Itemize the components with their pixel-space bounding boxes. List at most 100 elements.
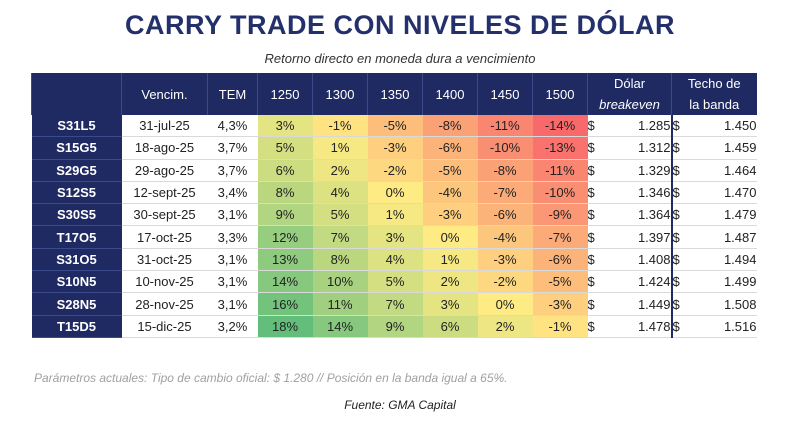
maturity-date: 31-jul-25 xyxy=(121,115,208,138)
table-row: T15D5 15-dic-25 3,2% 18% 14% 9% 6% 2% -1% $1.478 $… xyxy=(31,315,757,338)
return-cell-1300: 1% xyxy=(312,136,368,160)
breakeven-dollar: $1.478 xyxy=(587,315,672,338)
breakeven-dollar-value: 1.408 xyxy=(637,251,671,267)
currency-symbol: $ xyxy=(587,318,595,334)
band-ceiling: $1.470 xyxy=(670,181,757,205)
return-cell-1350: 9% xyxy=(367,315,423,338)
currency-symbol: $ xyxy=(587,229,595,245)
currency-symbol: $ xyxy=(587,207,595,223)
return-cell-1350: 7% xyxy=(367,292,423,316)
band-ceiling-value: 1.450 xyxy=(723,118,757,134)
band-ceiling-value: 1.479 xyxy=(723,207,757,223)
header-level-1250: 1250 xyxy=(257,73,313,115)
band-ceiling-value: 1.464 xyxy=(723,162,757,178)
tem-rate: 3,7% xyxy=(207,159,258,182)
page-subtitle: Retorno directo en moneda dura a vencimi… xyxy=(264,51,536,66)
header-level-1500: 1500 xyxy=(532,73,588,115)
return-cell-1250: 8% xyxy=(257,181,313,205)
return-cell-1450: -3% xyxy=(477,248,533,272)
return-cell-1350: 4% xyxy=(367,248,423,272)
return-cell-1500: -9% xyxy=(532,203,588,227)
return-cell-1250: 16% xyxy=(257,292,313,316)
tem-rate: 3,1% xyxy=(207,248,258,272)
breakeven-dollar: $1.285 xyxy=(587,115,672,138)
return-cell-1300: 14% xyxy=(312,315,368,338)
tem-rate: 3,1% xyxy=(207,270,258,294)
return-cell-1400: 0% xyxy=(422,225,478,249)
bond-ticker: T15D5 xyxy=(31,315,122,338)
breakeven-dollar-value: 1.285 xyxy=(637,118,671,134)
breakeven-dollar-value: 1.329 xyxy=(637,162,671,178)
band-ceiling: $1.464 xyxy=(670,159,757,182)
return-cell-1350: 5% xyxy=(367,270,423,294)
return-cell-1300: 8% xyxy=(312,248,368,272)
table-row: S28N5 28-nov-25 3,1% 16% 11% 7% 3% 0% -3% $1.449 $… xyxy=(31,292,757,316)
table-row: S12S5 12-sept-25 3,4% 8% 4% 0% -4% -7% -10% $1.34… xyxy=(31,181,757,205)
table-row: S31O5 31-oct-25 3,1% 13% 8% 4% 1% -3% -6% $1.408 $… xyxy=(31,248,757,272)
table-row: S30S5 30-sept-25 3,1% 9% 5% 1% -3% -6% -9% $1.364… xyxy=(31,203,757,227)
return-cell-1450: -7% xyxy=(477,181,533,205)
header-tem: TEM xyxy=(207,73,258,115)
currency-symbol: $ xyxy=(672,296,680,312)
tem-rate: 3,3% xyxy=(207,225,258,249)
return-cell-1300: 7% xyxy=(312,225,368,249)
return-cell-1400: 3% xyxy=(422,292,478,316)
return-cell-1250: 5% xyxy=(257,136,313,160)
return-cell-1400: 2% xyxy=(422,270,478,294)
band-ceiling-value: 1.499 xyxy=(723,274,757,290)
return-cell-1250: 3% xyxy=(257,115,313,138)
band-ceiling: $1.459 xyxy=(670,136,757,160)
currency-symbol: $ xyxy=(587,118,595,134)
breakeven-dollar-value: 1.312 xyxy=(637,140,671,156)
currency-symbol: $ xyxy=(587,274,595,290)
return-cell-1400: -4% xyxy=(422,181,478,205)
breakeven-dollar: $1.408 xyxy=(587,248,672,272)
return-cell-1300: 5% xyxy=(312,203,368,227)
currency-symbol: $ xyxy=(672,207,680,223)
return-cell-1450: 0% xyxy=(477,292,533,316)
currency-symbol: $ xyxy=(672,185,680,201)
bond-ticker: S31L5 xyxy=(31,115,122,138)
bond-ticker: S31O5 xyxy=(31,248,122,272)
band-ceiling-value: 1.487 xyxy=(723,229,757,245)
table-row: S29G5 29-ago-25 3,7% 6% 2% -2% -5% -8% -11% $1.32… xyxy=(31,159,757,182)
return-cell-1250: 6% xyxy=(257,159,313,182)
return-cell-1300: 11% xyxy=(312,292,368,316)
return-cell-1500: -5% xyxy=(532,270,588,294)
carry-trade-table: Vencim. TEM 1250 1300 1350 1400 1450 150… xyxy=(31,73,757,338)
return-cell-1500: -11% xyxy=(532,159,588,182)
currency-symbol: $ xyxy=(587,162,595,178)
return-cell-1450: -8% xyxy=(477,159,533,182)
bond-ticker: S15G5 xyxy=(31,136,122,160)
currency-symbol: $ xyxy=(672,162,680,178)
return-cell-1400: 6% xyxy=(422,315,478,338)
bond-ticker: S28N5 xyxy=(31,292,122,316)
return-cell-1400: -6% xyxy=(422,136,478,160)
header-techo-line2: la banda xyxy=(689,97,740,112)
return-cell-1500: -6% xyxy=(532,248,588,272)
table-row: S15G5 18-ago-25 3,7% 5% 1% -3% -6% -10% -13% $1.3… xyxy=(31,136,757,160)
table-row: S10N5 10-nov-25 3,1% 14% 10% 5% 2% -2% -5% $1.424… xyxy=(31,270,757,294)
header-bond xyxy=(31,73,122,115)
return-cell-1500: -1% xyxy=(532,315,588,338)
breakeven-dollar: $1.449 xyxy=(587,292,672,316)
return-cell-1250: 12% xyxy=(257,225,313,249)
tem-rate: 3,1% xyxy=(207,292,258,316)
bond-ticker: S12S5 xyxy=(31,181,122,205)
return-cell-1300: -1% xyxy=(312,115,368,138)
return-cell-1500: -13% xyxy=(532,136,588,160)
maturity-date: 28-nov-25 xyxy=(121,292,208,316)
return-cell-1500: -3% xyxy=(532,292,588,316)
breakeven-dollar: $1.424 xyxy=(587,270,672,294)
breakeven-dollar: $1.364 xyxy=(587,203,672,227)
band-ceiling: $1.508 xyxy=(670,292,757,316)
tem-rate: 3,1% xyxy=(207,203,258,227)
return-cell-1250: 14% xyxy=(257,270,313,294)
band-ceiling-value: 1.470 xyxy=(723,185,757,201)
maturity-date: 17-oct-25 xyxy=(121,225,208,249)
band-ceiling: $1.516 xyxy=(670,315,757,338)
header-techo: Techo de la banda xyxy=(671,73,757,115)
return-cell-1300: 10% xyxy=(312,270,368,294)
header-breakeven-line1: Dólar xyxy=(613,76,646,91)
